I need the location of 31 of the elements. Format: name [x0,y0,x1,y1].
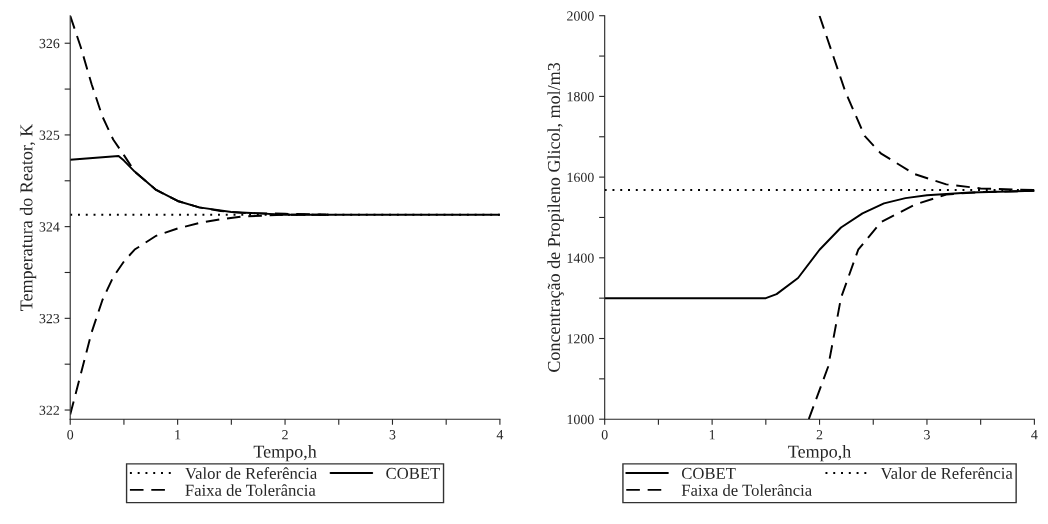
legend-label: Faixa de Tolerância [681,484,812,496]
x-tick-label: 4 [1031,430,1038,440]
x-tick-label: 3 [924,430,930,440]
x-tick-label: 1 [175,430,181,440]
y-tick-label: 1200 [567,334,594,344]
y-tick-label: 1000 [567,414,594,425]
y-tick-label: 1800 [567,92,594,102]
y-tick-label: 325 [39,130,60,140]
y-tick-label: 322 [39,405,60,415]
legend-label: COBET [386,467,440,480]
x-tick-label: 0 [601,430,608,440]
legend-label: Valor de Referência [880,467,1013,480]
x-tick-label: 1 [709,430,715,440]
legend-label: Valor de Referência [185,467,318,480]
x-tick-label: 3 [389,430,396,440]
x-tick-label: 0 [67,430,74,440]
x-tick-label: 2 [282,430,288,440]
x-axis-title: Tempo,h [788,444,852,462]
legend-label: COBET [681,467,736,480]
legend-label: Faixa de Tolerância [185,484,316,496]
y-tick-label: 326 [39,38,60,49]
y-tick-label: 323 [39,313,60,324]
y-axis-title: Temperatura do Reator, K [19,123,37,311]
x-tick-label: 2 [816,430,823,440]
y-tick-label: 324 [39,222,60,232]
y-tick-label: 1600 [567,172,594,183]
y-axis-title: Concentração de Propileno Glicol, mol/m3 [547,62,564,372]
y-tick-label: 1400 [567,253,594,263]
x-tick-label: 4 [496,430,504,440]
x-axis-title: Tempo,h [253,444,317,462]
y-tick-label: 2000 [567,11,594,21]
